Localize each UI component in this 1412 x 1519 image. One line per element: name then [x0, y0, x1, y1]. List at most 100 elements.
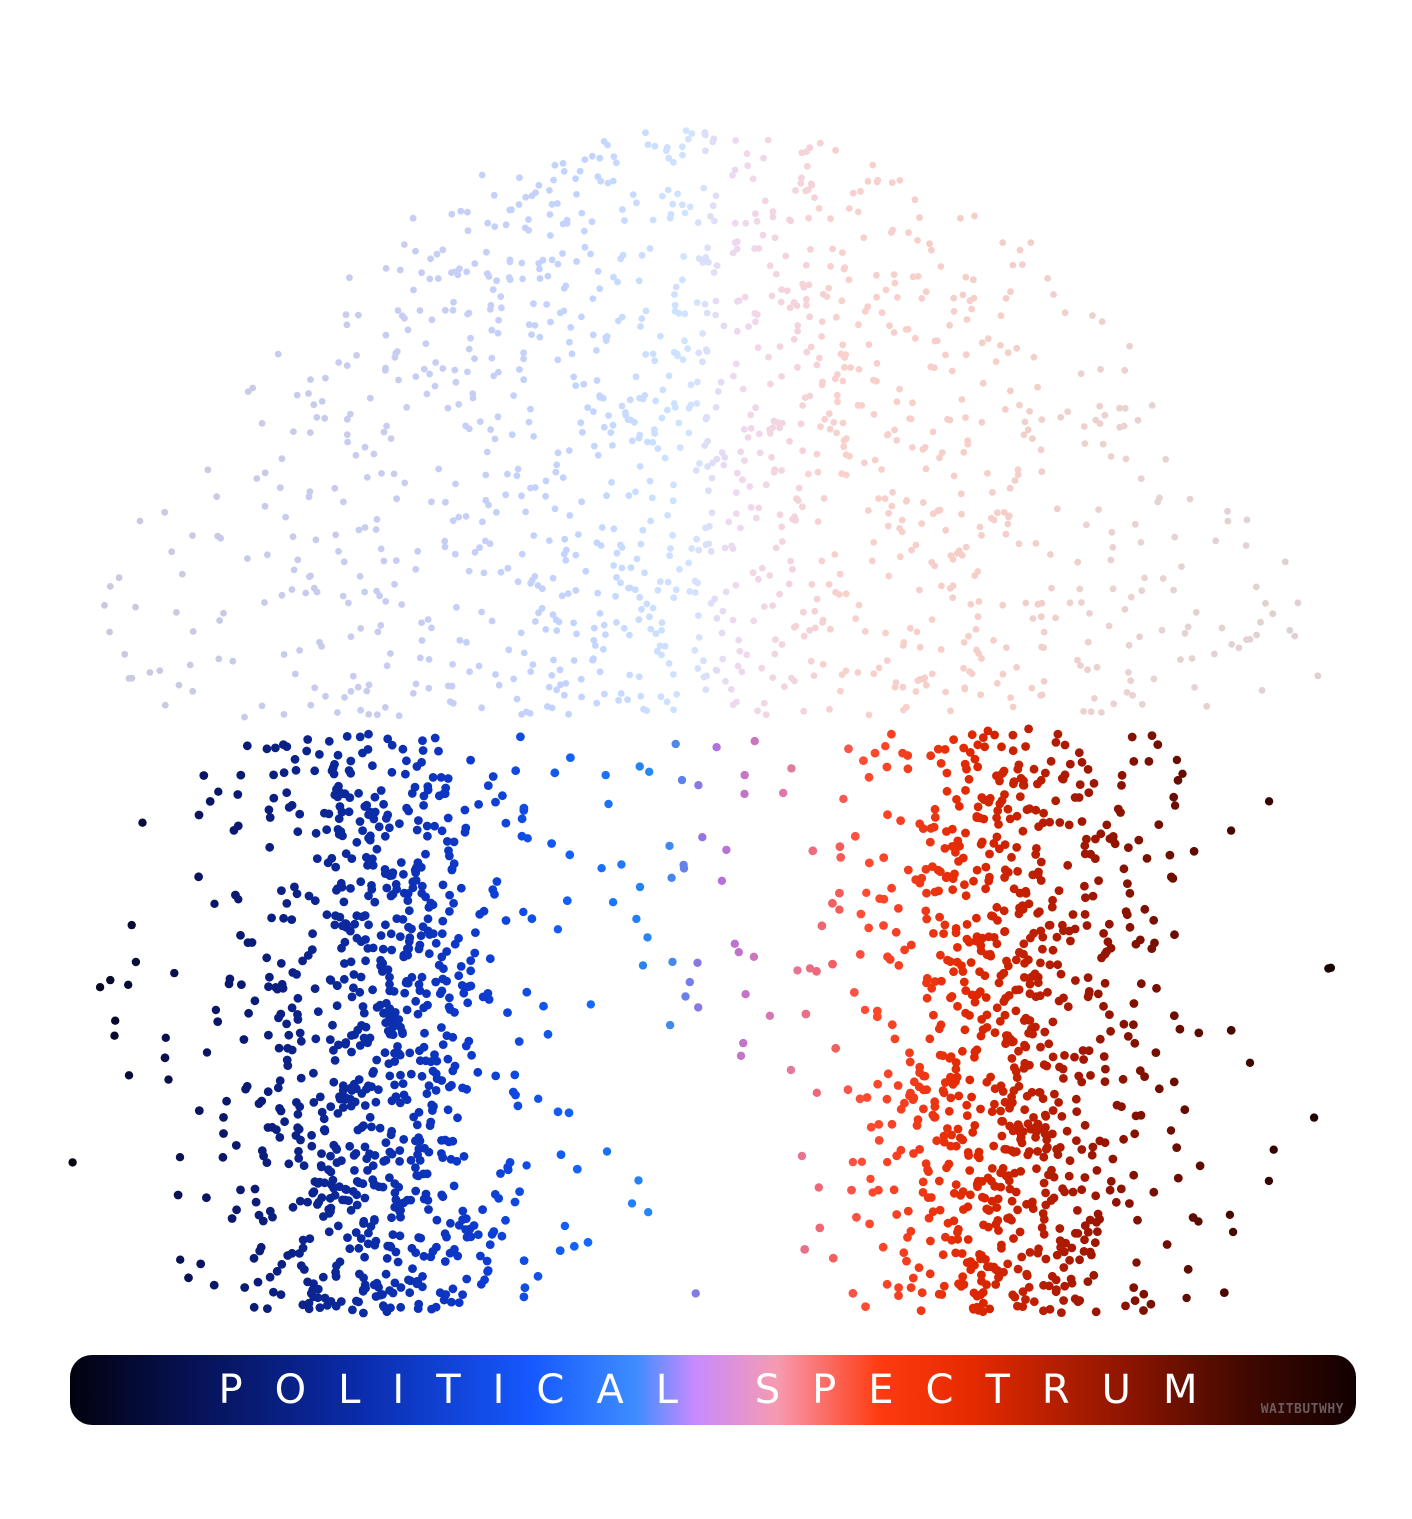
upper-dot: [701, 129, 709, 136]
lower-dot: [437, 1076, 447, 1085]
upper-dot: [1188, 655, 1196, 662]
lower-dot: [934, 886, 943, 896]
lower-dot: [1092, 1166, 1102, 1175]
lower-dot: [1051, 738, 1061, 747]
lower-dot: [1056, 969, 1066, 979]
lower-dot: [1000, 1144, 1010, 1154]
upper-dot: [701, 300, 709, 308]
upper-dot: [536, 333, 544, 341]
lower-dot: [1014, 1046, 1023, 1056]
lower-dot: [1093, 1227, 1102, 1237]
lower-dot: [517, 814, 527, 824]
upper-dot: [515, 201, 523, 208]
upper-dot: [766, 262, 774, 270]
lower-dot: [903, 764, 913, 774]
lower-dot: [364, 891, 373, 901]
lower-dot: [1154, 820, 1164, 829]
lower-dot: [283, 1251, 293, 1260]
upper-dot: [842, 590, 850, 598]
upper-dot: [383, 662, 391, 670]
upper-dot: [661, 642, 669, 650]
upper-dot: [467, 334, 474, 342]
upper-dot: [1224, 507, 1231, 515]
lower-dot: [309, 1098, 319, 1107]
lower-dot: [936, 759, 946, 768]
lower-dot: [1047, 1271, 1057, 1281]
upper-dot: [1242, 542, 1250, 549]
lower-dot: [1129, 999, 1139, 1008]
lower-dot: [527, 914, 537, 924]
upper-dot: [1026, 408, 1033, 415]
upper-dot: [403, 404, 411, 411]
upper-dot: [520, 349, 527, 357]
lower-dot: [1144, 757, 1154, 766]
upper-dot: [1002, 405, 1009, 413]
upper-dot: [392, 557, 400, 564]
lower-dot: [403, 944, 412, 953]
lower-dot: [1043, 987, 1052, 997]
upper-dot: [261, 469, 269, 477]
lower-dot: [969, 876, 978, 886]
lower-dot: [437, 1023, 446, 1032]
lower-dot: [1041, 1188, 1050, 1198]
lower-dot: [985, 849, 994, 859]
upper-dot: [670, 481, 677, 489]
upper-dot: [361, 443, 369, 451]
upper-dot: [1077, 662, 1084, 669]
upper-dot: [909, 399, 916, 407]
upper-dot: [990, 637, 997, 644]
upper-dot: [806, 313, 814, 321]
upper-dot: [676, 444, 684, 451]
lower-dot: [848, 1157, 858, 1167]
upper-dot: [664, 578, 672, 586]
upper-dot: [930, 364, 938, 372]
upper-dot: [695, 349, 703, 357]
lower-dot: [1008, 730, 1018, 740]
upper-dot: [732, 360, 740, 368]
upper-dot: [478, 171, 486, 179]
lower-dot: [355, 732, 365, 742]
lower-dot: [992, 813, 1001, 823]
lower-dot: [1264, 797, 1274, 806]
upper-dot: [978, 339, 986, 347]
upper-dot: [625, 584, 632, 592]
upper-dot: [434, 275, 442, 282]
lower-dot: [432, 1242, 441, 1252]
upper-dot: [1158, 626, 1166, 634]
upper-dot: [562, 680, 570, 687]
lower-dot: [1024, 1028, 1033, 1038]
lower-dot: [978, 1307, 988, 1317]
upper-dot: [1098, 709, 1105, 716]
lower-dot: [998, 1116, 1008, 1126]
lower-dot: [976, 1104, 985, 1114]
lower-dot: [734, 948, 743, 957]
lower-dot: [553, 925, 563, 934]
lower-dot: [379, 799, 388, 809]
lower-dot: [643, 933, 652, 942]
upper-dot: [759, 231, 767, 239]
lower-dot: [902, 1256, 911, 1266]
lower-dot: [958, 1046, 967, 1056]
upper-dot: [514, 578, 522, 586]
lower-dot: [402, 803, 411, 813]
upper-dot: [833, 313, 840, 321]
lower-dot: [916, 1306, 926, 1315]
upper-dot: [913, 628, 921, 636]
upper-dot: [605, 412, 612, 419]
upper-dot: [839, 377, 847, 385]
lower-dot: [1226, 1025, 1236, 1035]
upper-dot: [909, 273, 917, 281]
lower-dot: [352, 837, 362, 847]
lower-dot: [219, 1129, 228, 1138]
lower-dot: [331, 911, 340, 920]
upper-dot: [378, 470, 385, 477]
upper-dot: [572, 382, 580, 389]
lower-dot: [1073, 1206, 1082, 1215]
upper-dot: [705, 487, 712, 495]
lower-dot: [566, 753, 575, 762]
upper-dot: [538, 605, 546, 612]
upper-dot: [686, 203, 694, 211]
lower-dot: [987, 1164, 997, 1173]
upper-dot: [618, 564, 626, 572]
upper-dot: [186, 661, 194, 669]
